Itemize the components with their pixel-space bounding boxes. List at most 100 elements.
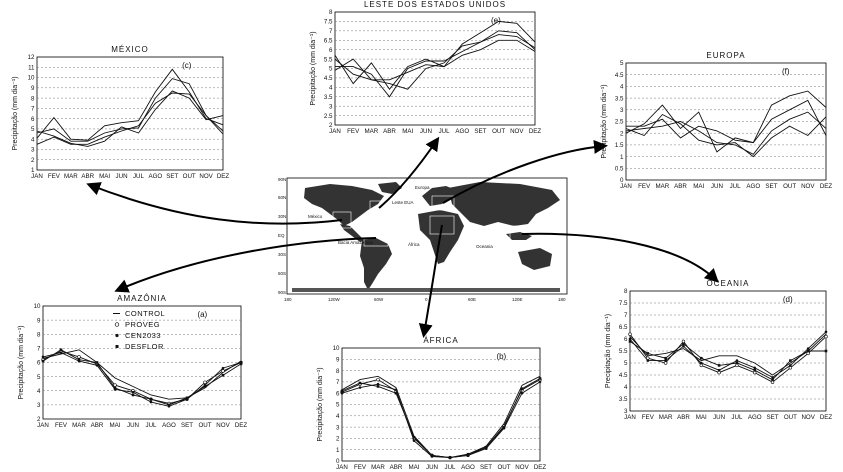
data-point: [96, 361, 99, 364]
map-lon-label: 60W: [374, 297, 384, 302]
data-point: [647, 352, 650, 355]
map-label-africa: África: [408, 241, 420, 247]
map-lon-label: 120E: [512, 297, 523, 302]
y-tick-label: 4: [620, 84, 624, 91]
y-tick-label: 3: [336, 424, 340, 431]
y-tick-label: 6: [624, 336, 628, 343]
x-tick-label: MAI: [402, 128, 413, 135]
data-point: [413, 436, 416, 439]
map-lat-label: 60S: [278, 271, 286, 276]
data-point: [664, 357, 667, 360]
y-tick-label: 7: [37, 346, 41, 353]
y-tick-label: 5: [336, 402, 340, 409]
x-tick-label: JUN: [711, 183, 723, 190]
y-tick-label: 7: [336, 379, 340, 386]
x-tick-label: SET: [767, 414, 779, 421]
data-point: [629, 340, 632, 343]
data-point: [736, 359, 739, 362]
chart-title: EUROPA: [706, 51, 745, 60]
y-tick-label: 1: [620, 154, 624, 161]
legend-swatch: [115, 323, 119, 327]
data-point: [377, 378, 380, 381]
x-tick-label: JUN: [420, 128, 432, 135]
data-point: [150, 401, 153, 404]
chart-title: OCEANIA: [706, 279, 749, 288]
data-point: [204, 385, 207, 388]
data-point: [222, 367, 225, 370]
data-point: [771, 379, 774, 382]
data-point: [132, 394, 135, 397]
antarctica-landmass: [292, 288, 560, 292]
series-line: [335, 40, 535, 80]
x-tick-label: OUT: [198, 422, 211, 429]
map-lon-label: 0: [425, 297, 428, 302]
data-point: [60, 348, 63, 351]
x-tick-label: JUL: [731, 414, 743, 421]
data-point: [825, 331, 828, 334]
world-map: Europa Leste EUA México Bacia Amazônica …: [278, 177, 567, 302]
y-tick-label: 5: [624, 360, 628, 367]
data-point: [700, 357, 703, 360]
map-lat-label: 60N: [278, 195, 286, 200]
chart-europa: 00.511.522.533.544.55JAN FEV MAR ABR MAI JUN J…: [601, 51, 832, 190]
x-tick-label: JUL: [145, 422, 157, 429]
data-point: [807, 350, 810, 353]
data-point: [60, 351, 63, 354]
data-point: [240, 363, 243, 366]
chart-title: AMAZÔNIA: [117, 294, 167, 303]
x-tick-label: MAR: [659, 414, 673, 421]
y-tick-label: 3: [329, 103, 333, 110]
data-point: [718, 371, 721, 374]
data-point: [700, 362, 703, 365]
data-point: [42, 360, 45, 363]
x-tick-label: SET: [480, 464, 492, 471]
map-lat-label: 90N: [278, 177, 286, 182]
y-tick-label: 12: [28, 54, 35, 61]
y-tick-label: 8: [329, 9, 333, 16]
x-tick-label: MAI: [693, 183, 704, 190]
x-tick-label: FEV: [638, 183, 651, 190]
x-tick-label: AGO: [162, 422, 176, 429]
x-tick-label: OUT: [783, 183, 796, 190]
data-point: [753, 367, 756, 370]
y-tick-label: 6.5: [619, 324, 628, 331]
y-tick-label: 7: [624, 312, 628, 319]
legend-label: CEN2033: [125, 331, 161, 340]
x-tick-label: DEZ: [217, 173, 230, 180]
chart-amazonia: 2345678910JAN FEV MAR ABR MAI JUN JUL AGO SET OUT…: [18, 294, 247, 429]
y-axis-label: Precipitação (mm dia⁻¹): [18, 325, 25, 399]
y-tick-label: 11: [28, 64, 35, 71]
data-point: [395, 389, 398, 392]
data-point: [789, 366, 792, 369]
y-tick-label: 9: [336, 357, 340, 364]
data-point: [753, 369, 756, 372]
legend-label: DESFLOR: [125, 342, 164, 351]
data-point: [718, 364, 721, 367]
x-tick-label: JAN: [624, 414, 636, 421]
panel-tag: (f): [782, 67, 790, 76]
panel-tag: (a): [197, 310, 207, 319]
data-point: [825, 350, 828, 353]
data-point: [664, 362, 667, 365]
data-point: [736, 362, 739, 365]
y-tick-label: 5: [620, 60, 624, 67]
y-tick-label: 3: [37, 402, 41, 409]
x-tick-label: OUT: [784, 414, 797, 421]
data-point: [359, 382, 362, 385]
series-line: [43, 353, 241, 407]
x-tick-label: ABR: [383, 128, 396, 135]
y-tick-label: 4: [624, 384, 628, 391]
x-tick-label: ABR: [390, 464, 403, 471]
x-tick-label: DEZ: [820, 183, 833, 190]
x-tick-label: SET: [474, 128, 486, 135]
map-label-mexico: México: [308, 214, 323, 219]
x-tick-label: SET: [765, 183, 777, 190]
data-point: [700, 364, 703, 367]
y-tick-label: 8: [624, 288, 628, 295]
y-tick-label: 3: [31, 147, 35, 154]
panel-tag: (b): [496, 352, 506, 361]
x-tick-label: JUN: [127, 422, 139, 429]
data-point: [431, 454, 434, 457]
data-point: [503, 426, 506, 429]
